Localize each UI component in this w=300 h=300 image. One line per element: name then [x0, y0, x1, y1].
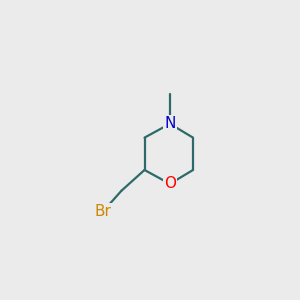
Text: O: O [164, 176, 176, 191]
Text: Br: Br [94, 204, 111, 219]
Text: N: N [164, 116, 176, 131]
